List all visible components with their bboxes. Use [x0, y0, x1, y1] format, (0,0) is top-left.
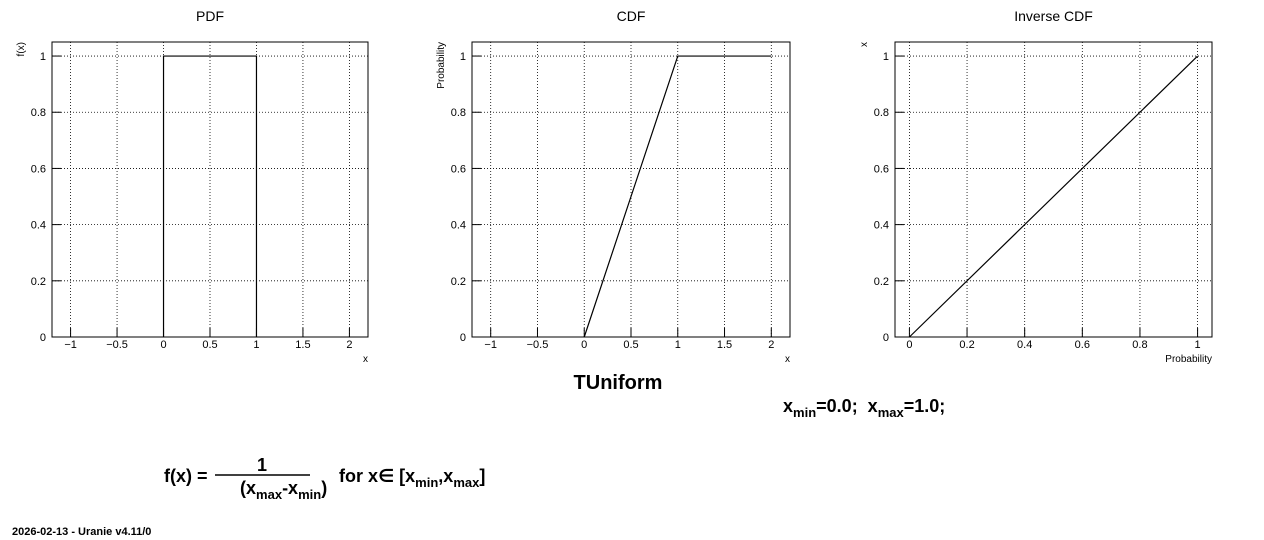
x-tick-label: 0.8	[1132, 339, 1147, 351]
data-line	[583, 55, 772, 338]
y-tick-label: 1	[883, 51, 889, 63]
x-tick-label: 0	[581, 339, 587, 351]
formula-sub: max	[453, 475, 480, 490]
formula-sub: max	[256, 487, 283, 502]
y-tick-label: 0.8	[451, 107, 466, 119]
chart-title: PDF	[196, 8, 224, 24]
x-tick-label: −1	[64, 339, 77, 351]
x-tick-label: 0.6	[1075, 339, 1090, 351]
parameters: xmin=0.0; xmax=1.0;	[758, 396, 960, 420]
param-sub: max	[878, 405, 905, 420]
x-tick-label: 0	[906, 339, 912, 351]
formula-condition: for x∈ [xmin,xmax]	[314, 466, 500, 490]
y-axis-label: f(x)	[16, 42, 27, 56]
data-line	[162, 55, 258, 337]
x-tick-label: 0.4	[1017, 339, 1032, 351]
heading: TUniform	[574, 372, 663, 394]
formula-text: ,x	[438, 466, 453, 486]
x-axis-label: x	[363, 354, 368, 365]
x-tick-label: 0.5	[202, 339, 217, 351]
formula-text: )	[321, 478, 327, 498]
formula-text: ]	[479, 466, 485, 486]
y-tick-label: 1	[40, 51, 46, 63]
y-axis-label: Probability	[436, 42, 447, 89]
y-axis-label: x	[859, 42, 870, 47]
y-tick-label: 0.2	[874, 276, 889, 288]
data-line	[908, 55, 1199, 338]
param-text: =1.0;	[904, 396, 946, 416]
formula-text: (x	[240, 478, 256, 498]
x-tick-label: 0	[160, 339, 166, 351]
y-tick-label: 0	[460, 332, 466, 344]
formula-sub: min	[298, 487, 321, 502]
formula-numerator: 1	[257, 455, 267, 475]
y-tick-label: 0.6	[451, 163, 466, 175]
param-text: =0.0; x	[816, 396, 878, 416]
y-tick-label: 1	[460, 51, 466, 63]
chart-title: CDF	[617, 8, 646, 24]
plot-frame	[894, 41, 1213, 338]
x-tick-label: −0.5	[106, 339, 128, 351]
x-tick-label: 2	[346, 339, 352, 351]
x-tick-label: 1	[253, 339, 259, 351]
x-axis-label: x	[785, 354, 790, 365]
plot-frame	[51, 41, 369, 338]
y-tick-label: 0.4	[874, 220, 889, 232]
y-tick-label: 0	[883, 332, 889, 344]
y-tick-label: 0.2	[451, 276, 466, 288]
x-tick-label: 0.2	[959, 339, 974, 351]
footer: 2026-02-13 - Uranie v4.11/0	[12, 526, 151, 538]
x-tick-label: 0.5	[623, 339, 638, 351]
y-tick-label: 0.6	[874, 163, 889, 175]
param-sub: min	[793, 405, 816, 420]
x-tick-label: 1	[1195, 339, 1201, 351]
y-tick-label: 0.4	[31, 220, 46, 232]
formula-text: -x	[282, 478, 298, 498]
x-tick-label: 1	[675, 339, 681, 351]
formula-denominator: (xmax-xmin)	[215, 478, 342, 502]
y-tick-label: 0	[40, 332, 46, 344]
y-tick-label: 0.8	[31, 107, 46, 119]
plot-frame	[471, 41, 791, 338]
x-tick-label: 1.5	[717, 339, 732, 351]
x-tick-label: −0.5	[527, 339, 549, 351]
y-tick-label: 0.2	[31, 276, 46, 288]
formula-lhs: f(x) =	[164, 466, 208, 486]
x-tick-label: −1	[484, 339, 497, 351]
formula-sub: min	[415, 475, 438, 490]
chart-title: Inverse CDF	[1014, 8, 1093, 24]
formula-text: for x∈ [x	[339, 466, 415, 486]
param-text: x	[783, 396, 793, 416]
x-tick-label: 2	[768, 339, 774, 351]
x-axis-label: Probability	[1165, 354, 1212, 365]
y-tick-label: 0.4	[451, 220, 466, 232]
y-tick-label: 0.6	[31, 163, 46, 175]
y-tick-label: 0.8	[874, 107, 889, 119]
x-tick-label: 1.5	[295, 339, 310, 351]
